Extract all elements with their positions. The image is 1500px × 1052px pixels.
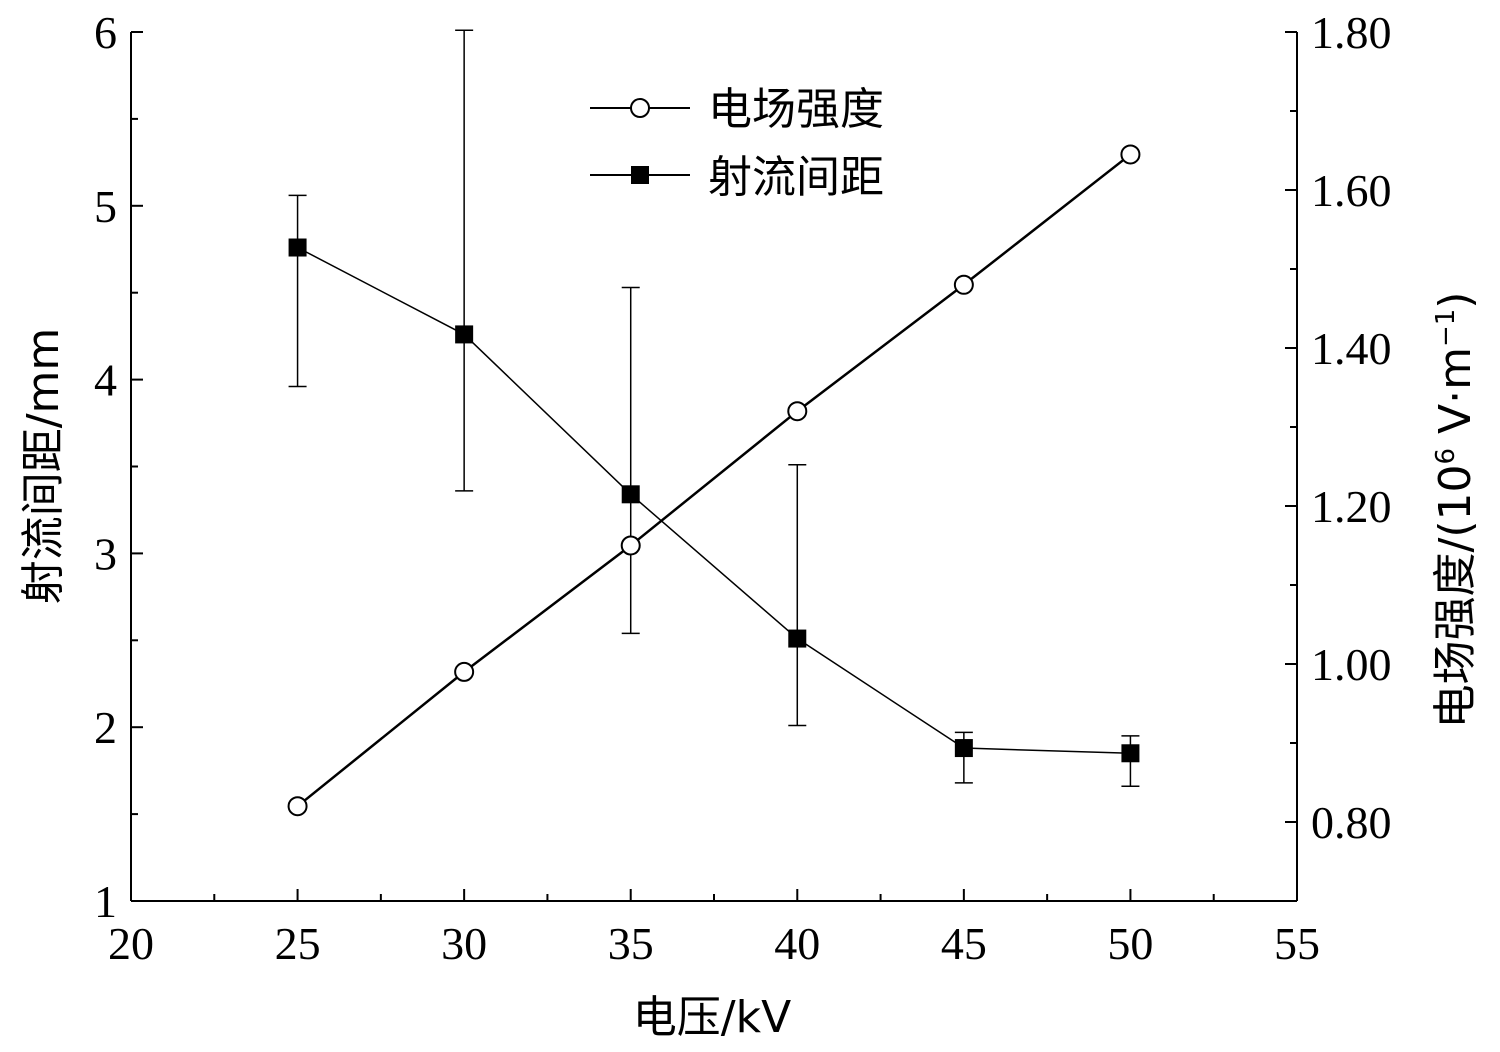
y-right-tick-label: 1.40: [1311, 323, 1392, 374]
x-tick-label: 40: [774, 918, 820, 969]
field-strength-point: [454, 661, 475, 682]
jet-spacing-line: [297, 246, 1131, 755]
y-left-tick-label: 1: [94, 876, 117, 927]
y-left-tick-label: 5: [94, 181, 117, 232]
jet-spacing-point: [455, 325, 474, 344]
y-right-tick-label: 1.80: [1311, 7, 1392, 58]
x-tick-label: 30: [441, 918, 487, 969]
x-tick-label: 20: [108, 918, 154, 969]
jet-spacing-point: [621, 485, 640, 504]
field-strength-point: [1120, 144, 1141, 165]
field-strength-point: [787, 401, 808, 422]
field-strength-point: [287, 796, 308, 817]
ticks: 20 25 30 35 40 45 50 551234560.801.001.201.401.…: [94, 7, 1392, 969]
y-right-tick-label: 1.00: [1311, 639, 1392, 690]
legend-marker-field-strength: [630, 98, 650, 118]
y-right-axis-title: 电场强度/(106 V·m−1): [1430, 292, 1481, 729]
x-axis-title: 电压/kV: [633, 992, 791, 1043]
y-left-tick-label: 3: [94, 528, 117, 579]
y-right-tick-label: 1.20: [1311, 481, 1392, 532]
y-right-title-exp: 6: [1431, 448, 1461, 465]
y-left-tick-label: 4: [94, 355, 117, 406]
series-layer: [287, 29, 1141, 817]
legend-label-jet-spacing: 射流间距: [708, 152, 884, 203]
y-left-axis-title: 射流间距/mm: [18, 328, 69, 605]
x-tick-label: 35: [608, 918, 654, 969]
field-strength-point: [620, 535, 641, 556]
y-left-tick-label: 2: [94, 702, 117, 753]
y-right-tick-label: 0.80: [1311, 797, 1392, 848]
y-right-tick-label: 1.60: [1311, 165, 1392, 216]
y-right-title-exp2: −1: [1431, 309, 1461, 347]
jet-spacing-point: [1121, 744, 1140, 763]
legend-label-field-strength: 电场强度: [708, 84, 884, 135]
jet-spacing-point: [288, 238, 307, 257]
jet-spacing-point: [954, 739, 973, 758]
legend-marker-jet-spacing: [631, 166, 649, 184]
legend: 电场强度 射流间距: [590, 84, 884, 203]
y-left-tick-label: 6: [94, 7, 117, 58]
x-tick-label: 25: [275, 918, 321, 969]
y-right-title-close: ): [1430, 292, 1481, 309]
x-tick-label: 55: [1274, 918, 1320, 969]
field-strength-line: [296, 153, 1132, 808]
y-right-title-tail: V·m: [1430, 347, 1481, 448]
jet-spacing-point: [788, 629, 807, 648]
x-tick-label: 50: [1107, 918, 1153, 969]
field-strength-point: [953, 274, 974, 295]
y-right-title-main: 电场强度/(10: [1430, 465, 1481, 729]
x-tick-label: 45: [941, 918, 987, 969]
